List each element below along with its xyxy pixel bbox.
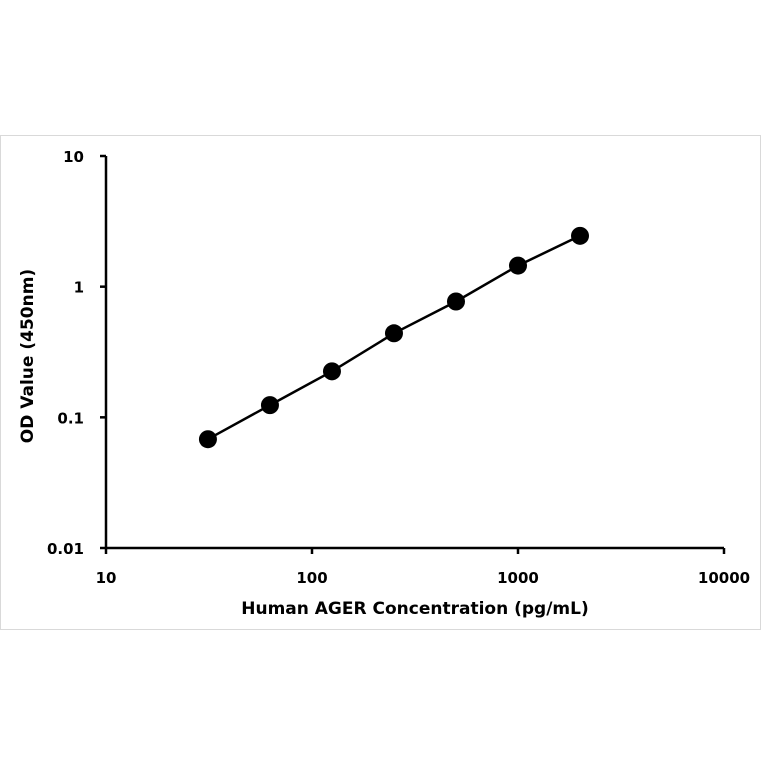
y-tick-label: 1 <box>74 279 84 297</box>
x-ticks: 10 100 1000 10000 <box>96 548 750 587</box>
y-ticks: 0.01 0.1 1 10 <box>47 148 106 558</box>
x-tick-label: 100 <box>296 569 327 587</box>
data-point <box>384 324 403 343</box>
data-point <box>446 292 465 311</box>
y-axis-title: OD Value (450nm) <box>18 269 38 443</box>
series-layer <box>198 226 590 449</box>
x-axis-title: Human AGER Concentration (pg/mL) <box>241 599 589 619</box>
y-tick-label: 0.01 <box>47 540 84 558</box>
y-tick-label: 10 <box>63 148 84 166</box>
data-point <box>509 256 527 275</box>
data-point <box>260 396 279 415</box>
x-tick-label: 10 <box>96 569 117 587</box>
data-point <box>322 362 341 381</box>
x-tick-label: 1000 <box>497 569 539 587</box>
axes <box>104 156 724 550</box>
data-point <box>571 226 590 245</box>
data-point <box>198 430 217 449</box>
x-tick-label: 10000 <box>698 569 750 587</box>
y-tick-label: 0.1 <box>57 409 84 427</box>
